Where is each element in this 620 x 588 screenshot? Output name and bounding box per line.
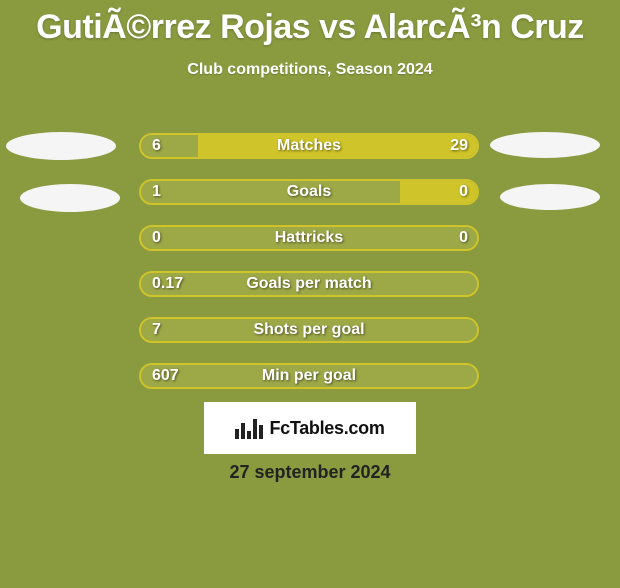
stat-label: Shots per goal <box>139 317 479 343</box>
stat-label: Hattricks <box>139 225 479 251</box>
stat-row: 629Matches <box>0 125 620 171</box>
stat-row: 0.17Goals per match <box>0 263 620 309</box>
page-title: GutiÃ©rrez Rojas vs AlarcÃ³n Cruz <box>0 8 620 47</box>
stat-row: 7Shots per goal <box>0 309 620 355</box>
stat-row: 10Goals <box>0 171 620 217</box>
date-text: 27 september 2024 <box>0 462 620 483</box>
stat-label: Matches <box>139 133 479 159</box>
stat-label: Min per goal <box>139 363 479 389</box>
chart-icon <box>235 417 263 439</box>
brand-text: FcTables.com <box>269 418 384 439</box>
stat-row: 607Min per goal <box>0 355 620 401</box>
brand-badge: FcTables.com <box>204 402 416 454</box>
stat-label: Goals per match <box>139 271 479 297</box>
stats-container: 629Matches10Goals00Hattricks0.17Goals pe… <box>0 125 620 401</box>
subtitle: Club competitions, Season 2024 <box>0 61 620 79</box>
stat-label: Goals <box>139 179 479 205</box>
stat-row: 00Hattricks <box>0 217 620 263</box>
